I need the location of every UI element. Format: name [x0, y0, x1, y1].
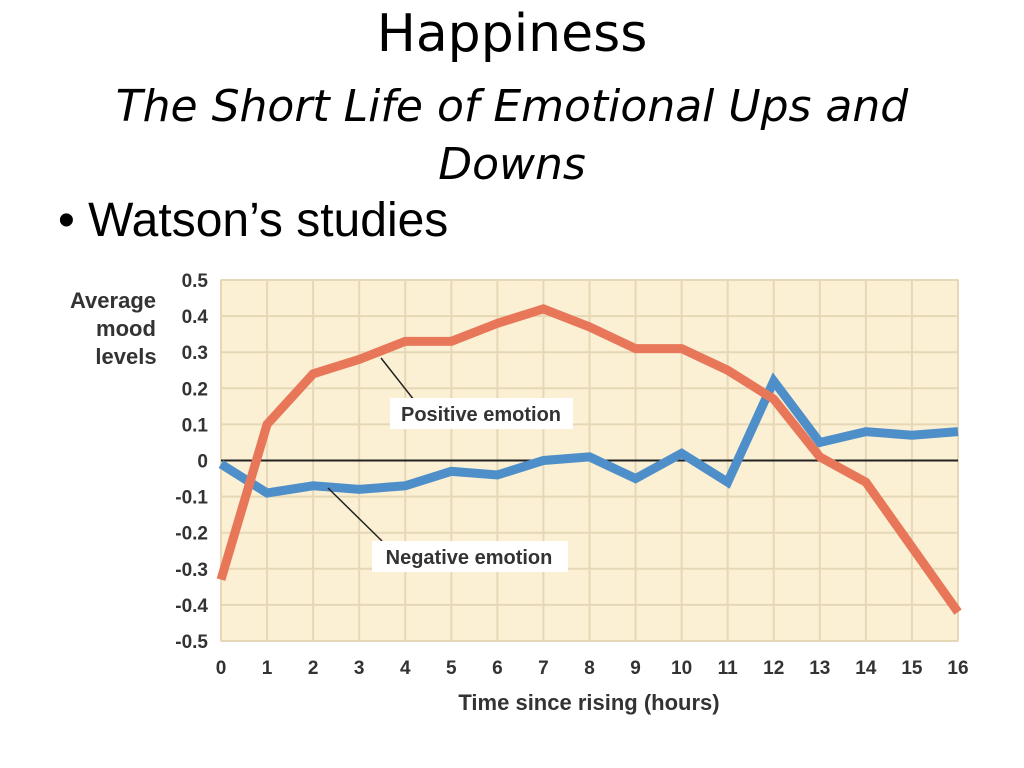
x-tick-label: 12 — [763, 658, 784, 679]
x-tick-label: 16 — [947, 658, 968, 679]
negative-emotion-line — [218, 372, 959, 498]
x-tick-label: 13 — [809, 658, 830, 679]
y-tick-label: 0.2 — [182, 379, 208, 400]
y-axis-title-line-3: levels — [95, 344, 156, 369]
y-axis-title-line-2: mood — [96, 316, 156, 341]
x-tick-label: 1 — [262, 658, 273, 679]
positive-emotion-line — [216, 304, 962, 615]
y-tick-label: -0.3 — [175, 560, 208, 581]
positive-callout-leader — [380, 357, 415, 401]
x-tick-label: 5 — [446, 658, 457, 679]
x-tick-label: 9 — [630, 658, 641, 679]
y-tick-label: 0.3 — [182, 343, 208, 364]
x-tick-label: 4 — [400, 658, 411, 679]
x-tick-label: 3 — [354, 658, 365, 679]
negative-emotion-label: Negative emotion — [386, 547, 553, 569]
bullet-point: • Watson’s studies — [58, 194, 449, 247]
x-tick-label: 6 — [492, 658, 503, 679]
x-tick-label: 14 — [855, 658, 877, 679]
x-tick-label: 15 — [901, 658, 923, 679]
x-tick-label: 2 — [308, 658, 319, 679]
y-tick-label: 0.5 — [182, 271, 209, 292]
x-tick-label: 7 — [538, 658, 549, 679]
positive-emotion-label: Positive emotion — [401, 404, 561, 426]
y-tick-label: -0.5 — [175, 632, 208, 653]
y-tick-label: 0.4 — [182, 307, 209, 328]
x-tick-label: 11 — [718, 658, 739, 679]
negative-callout-box — [372, 541, 568, 572]
y-tick-label: 0 — [197, 452, 208, 473]
y-tick-label: -0.4 — [175, 596, 208, 617]
x-tick-label: 10 — [671, 658, 692, 679]
y-axis-title-line-1: Average — [70, 288, 156, 313]
slide-title: Happiness — [376, 4, 648, 64]
y-tick-labels: 0.5 0.4 0.3 0.2 0.1 0 -0.1 -0.2 -0.3 -0.4 -0.5 — [175, 271, 208, 653]
y-tick-label: -0.1 — [175, 488, 208, 509]
positive-callout-box — [390, 398, 573, 429]
x-tick-label: 0 — [216, 658, 227, 679]
x-axis-title: Time since rising (hours) — [458, 690, 719, 715]
x-tick-label: 8 — [584, 658, 595, 679]
slide-subtitle: The Short Life of Emotional Ups and Down… — [115, 81, 909, 190]
y-tick-label: 0.1 — [182, 415, 209, 436]
y-tick-label: -0.2 — [175, 524, 208, 545]
series-layer — [216, 304, 962, 615]
x-tick-labels: 0 1 2 3 4 5 6 7 8 9 10 11 12 13 14 15 16 — [216, 658, 969, 679]
negative-callout-leader — [327, 487, 383, 542]
